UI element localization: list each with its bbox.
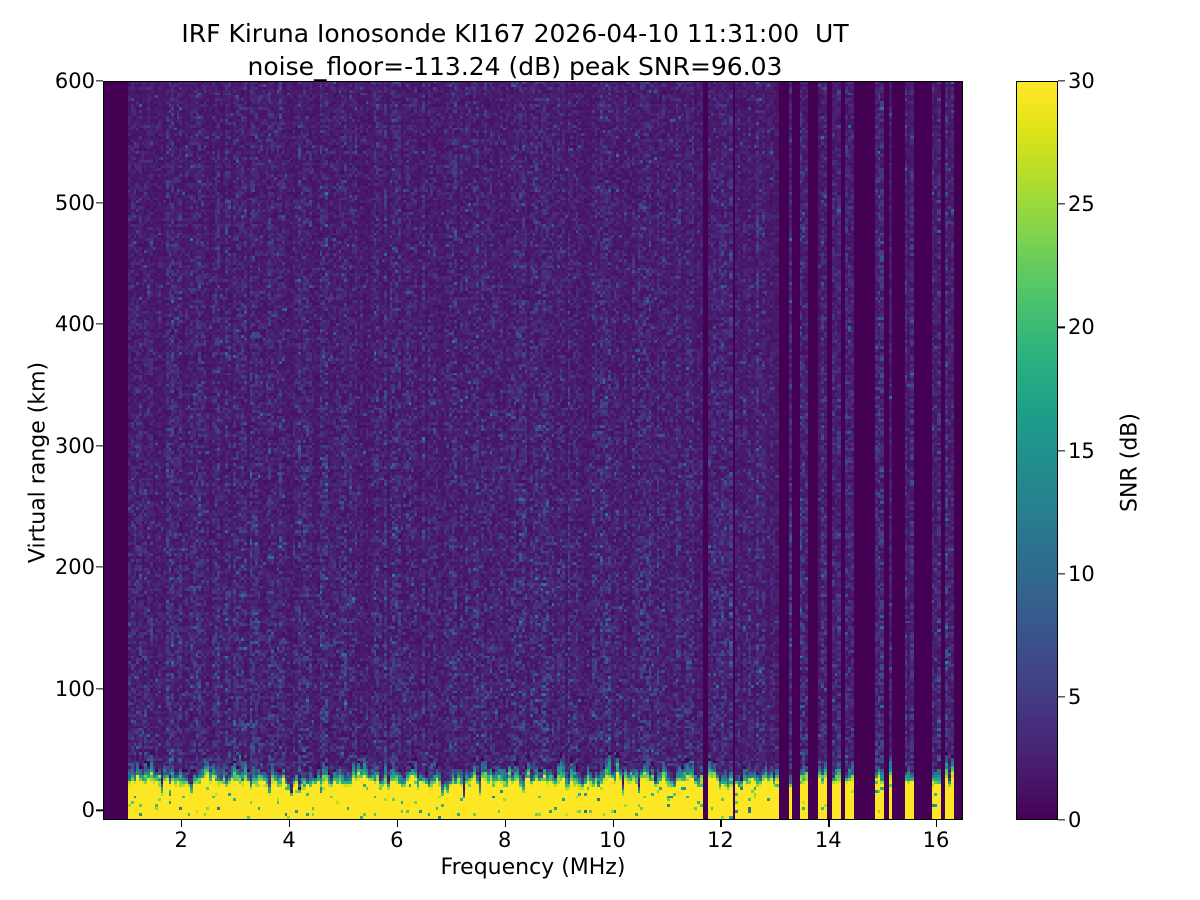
- x-tick-label: 10: [599, 828, 626, 852]
- y-tick-mark: [96, 80, 103, 82]
- x-tick-mark: [936, 820, 938, 827]
- colorbar[interactable]: [1016, 81, 1058, 820]
- colorbar-tick-label: 25: [1068, 192, 1095, 217]
- title-line-1: IRF Kiruna Ionosonde KI167 2026-04-10 11…: [181, 19, 849, 48]
- x-tick-label: 14: [814, 828, 842, 852]
- y-axis-label: Virtual range (km): [25, 361, 51, 564]
- y-tick-mark: [96, 809, 103, 811]
- y-tick-mark: [96, 444, 103, 447]
- x-tick-label: 4: [282, 828, 296, 852]
- x-tick-mark: [181, 820, 183, 827]
- colorbar-tick-label: 0: [1068, 808, 1082, 832]
- x-tick-mark: [396, 820, 399, 827]
- colorbar-tick-mark: [1058, 696, 1065, 698]
- x-tick-mark: [289, 820, 291, 827]
- y-tick-label: 0: [81, 798, 95, 823]
- y-tick-mark: [96, 688, 103, 690]
- y-tick-label: 400: [54, 312, 95, 337]
- title-line-2: noise_floor=-113.24 (dB) peak SNR=96.03: [247, 51, 783, 81]
- x-tick-label: 12: [706, 828, 734, 852]
- x-axis-label: Frequency (MHz): [440, 855, 626, 880]
- colorbar-tick-label: 5: [1068, 684, 1082, 709]
- colorbar-tick-label: 20: [1068, 315, 1095, 340]
- x-tick-mark: [612, 820, 614, 827]
- y-tick-label: 200: [54, 555, 95, 580]
- figure-title: IRF Kiruna Ionosonde KI167 2026-04-10 11…: [0, 18, 1030, 83]
- colorbar-tick-label: 10: [1068, 561, 1095, 586]
- colorbar-tick-mark: [1058, 819, 1065, 821]
- y-tick-mark: [96, 201, 103, 204]
- colorbar-tick-mark: [1058, 80, 1065, 82]
- colorbar-tick-mark: [1058, 573, 1065, 575]
- colorbar-tick-label: 30: [1068, 69, 1095, 93]
- y-tick-label: 600: [54, 69, 95, 93]
- plot-area[interactable]: [103, 81, 963, 820]
- colorbar-tick-mark: [1058, 449, 1065, 452]
- x-tick-mark: [720, 820, 722, 827]
- x-tick-label: 6: [390, 828, 404, 852]
- colorbar-gradient: [1017, 82, 1057, 819]
- x-tick-label: 2: [174, 828, 188, 852]
- y-tick-mark: [96, 566, 103, 568]
- y-tick-label: 300: [54, 433, 95, 458]
- ionogram-heatmap: [104, 82, 962, 819]
- colorbar-tick-label: 15: [1068, 438, 1095, 463]
- x-tick-mark: [828, 820, 830, 827]
- colorbar-tick-mark: [1058, 203, 1065, 205]
- x-tick-label: 16: [922, 828, 950, 852]
- y-tick-label: 100: [54, 676, 95, 701]
- colorbar-tick-mark: [1058, 326, 1065, 328]
- y-tick-mark: [96, 323, 103, 325]
- y-tick-label: 500: [54, 190, 95, 215]
- x-tick-label: 8: [498, 828, 512, 852]
- x-tick-mark: [504, 820, 506, 827]
- colorbar-label: SNR (dB): [1117, 413, 1143, 512]
